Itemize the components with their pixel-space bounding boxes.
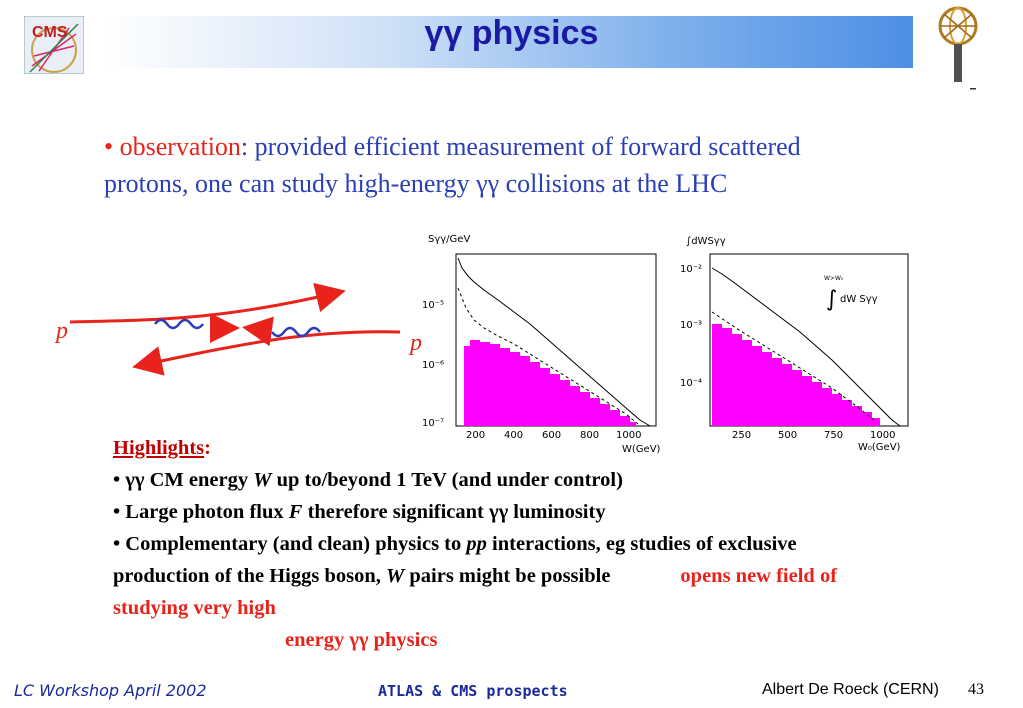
plot1-xlabel: W(GeV) [622,444,661,455]
svg-text:CMS: CMS [32,24,68,41]
plot2-integral-body: dW Sγγ [840,294,878,305]
highlight-item-physics: • Complementary (and clean) physics to p… [113,533,838,619]
highlights-section: Highlights: • γγ CM energy W up to/beyon… [113,432,873,656]
plot1-xtick-2: 400 [504,430,523,441]
photon-exchange-diagram: p p [50,280,430,380]
observation-paragraph: • observation: provided efficient measur… [104,128,864,202]
observation-label: observation [119,132,241,161]
plot-integrated-luminosity: ∫dWSγγ 10⁻² 10⁻³ 10⁻⁴ W>W₀ ∫ dW Sγγ 250 … [676,228,920,458]
plot2-ylabel: ∫dWSγγ [686,236,726,247]
plot2-ytick-3: 10⁻⁴ [680,378,702,389]
title-bar [103,16,913,68]
conclusion-line-1: opens new field of studying very high [113,565,838,619]
plot1-xtick-1: 200 [466,430,485,441]
footer-talk-title: ATLAS & CMS prospects [378,682,568,700]
plot2-ytick-2: 10⁻³ [680,320,702,331]
bullet: • [104,132,114,161]
plot1-ytick-1: 10⁻⁵ [422,300,444,311]
proton-label-left: p [56,318,68,344]
observation-text: : provided efficient measurement of forw… [104,132,801,198]
plot1-xtick-3: 600 [542,430,561,441]
plot2-xtick-4: 1000 [870,430,895,441]
cms-logo: CMS [23,15,85,75]
plot2-ytick-1: 10⁻² [680,264,702,275]
plot1-xtick-4: 800 [580,430,599,441]
page-title: γγ physics [424,14,599,52]
plot1-ylabel: Sγγ/GeV [428,234,470,245]
page-number: 43 [968,681,984,698]
footer-author: Albert De Roeck (CERN) [762,681,939,698]
highlights-heading: Highlights: [113,437,211,459]
proton-label-right: p [410,330,422,356]
conclusion-line-2: energy γγ physics [285,629,438,651]
plot2-xtick-1: 250 [732,430,751,441]
plot2-integral-limit: W>W₀ [824,275,844,282]
footer-event: LC Workshop April 2002 [14,681,207,700]
plot1-xtick-5: 1000 [616,430,641,441]
highlight-item-flux: • Large photon flux F therefore signific… [113,501,606,523]
highlight-item-energy: • γγ CM energy W up to/beyond 1 TeV (and… [113,469,623,491]
plot2-xtick-2: 500 [778,430,797,441]
atlas-logo [936,4,980,90]
plot2-xtick-3: 750 [824,430,843,441]
plot-luminosity-spectrum: Sγγ/GeV 10⁻⁵ 10⁻⁶ 10⁻⁷ 200 400 600 800 1… [418,228,673,458]
plot1-ytick-3: 10⁻⁷ [422,418,444,429]
plot2-xlabel: W₀(GeV) [858,442,901,453]
plot1-ytick-2: 10⁻⁶ [422,360,444,371]
integral-sign: ∫ [826,287,837,312]
